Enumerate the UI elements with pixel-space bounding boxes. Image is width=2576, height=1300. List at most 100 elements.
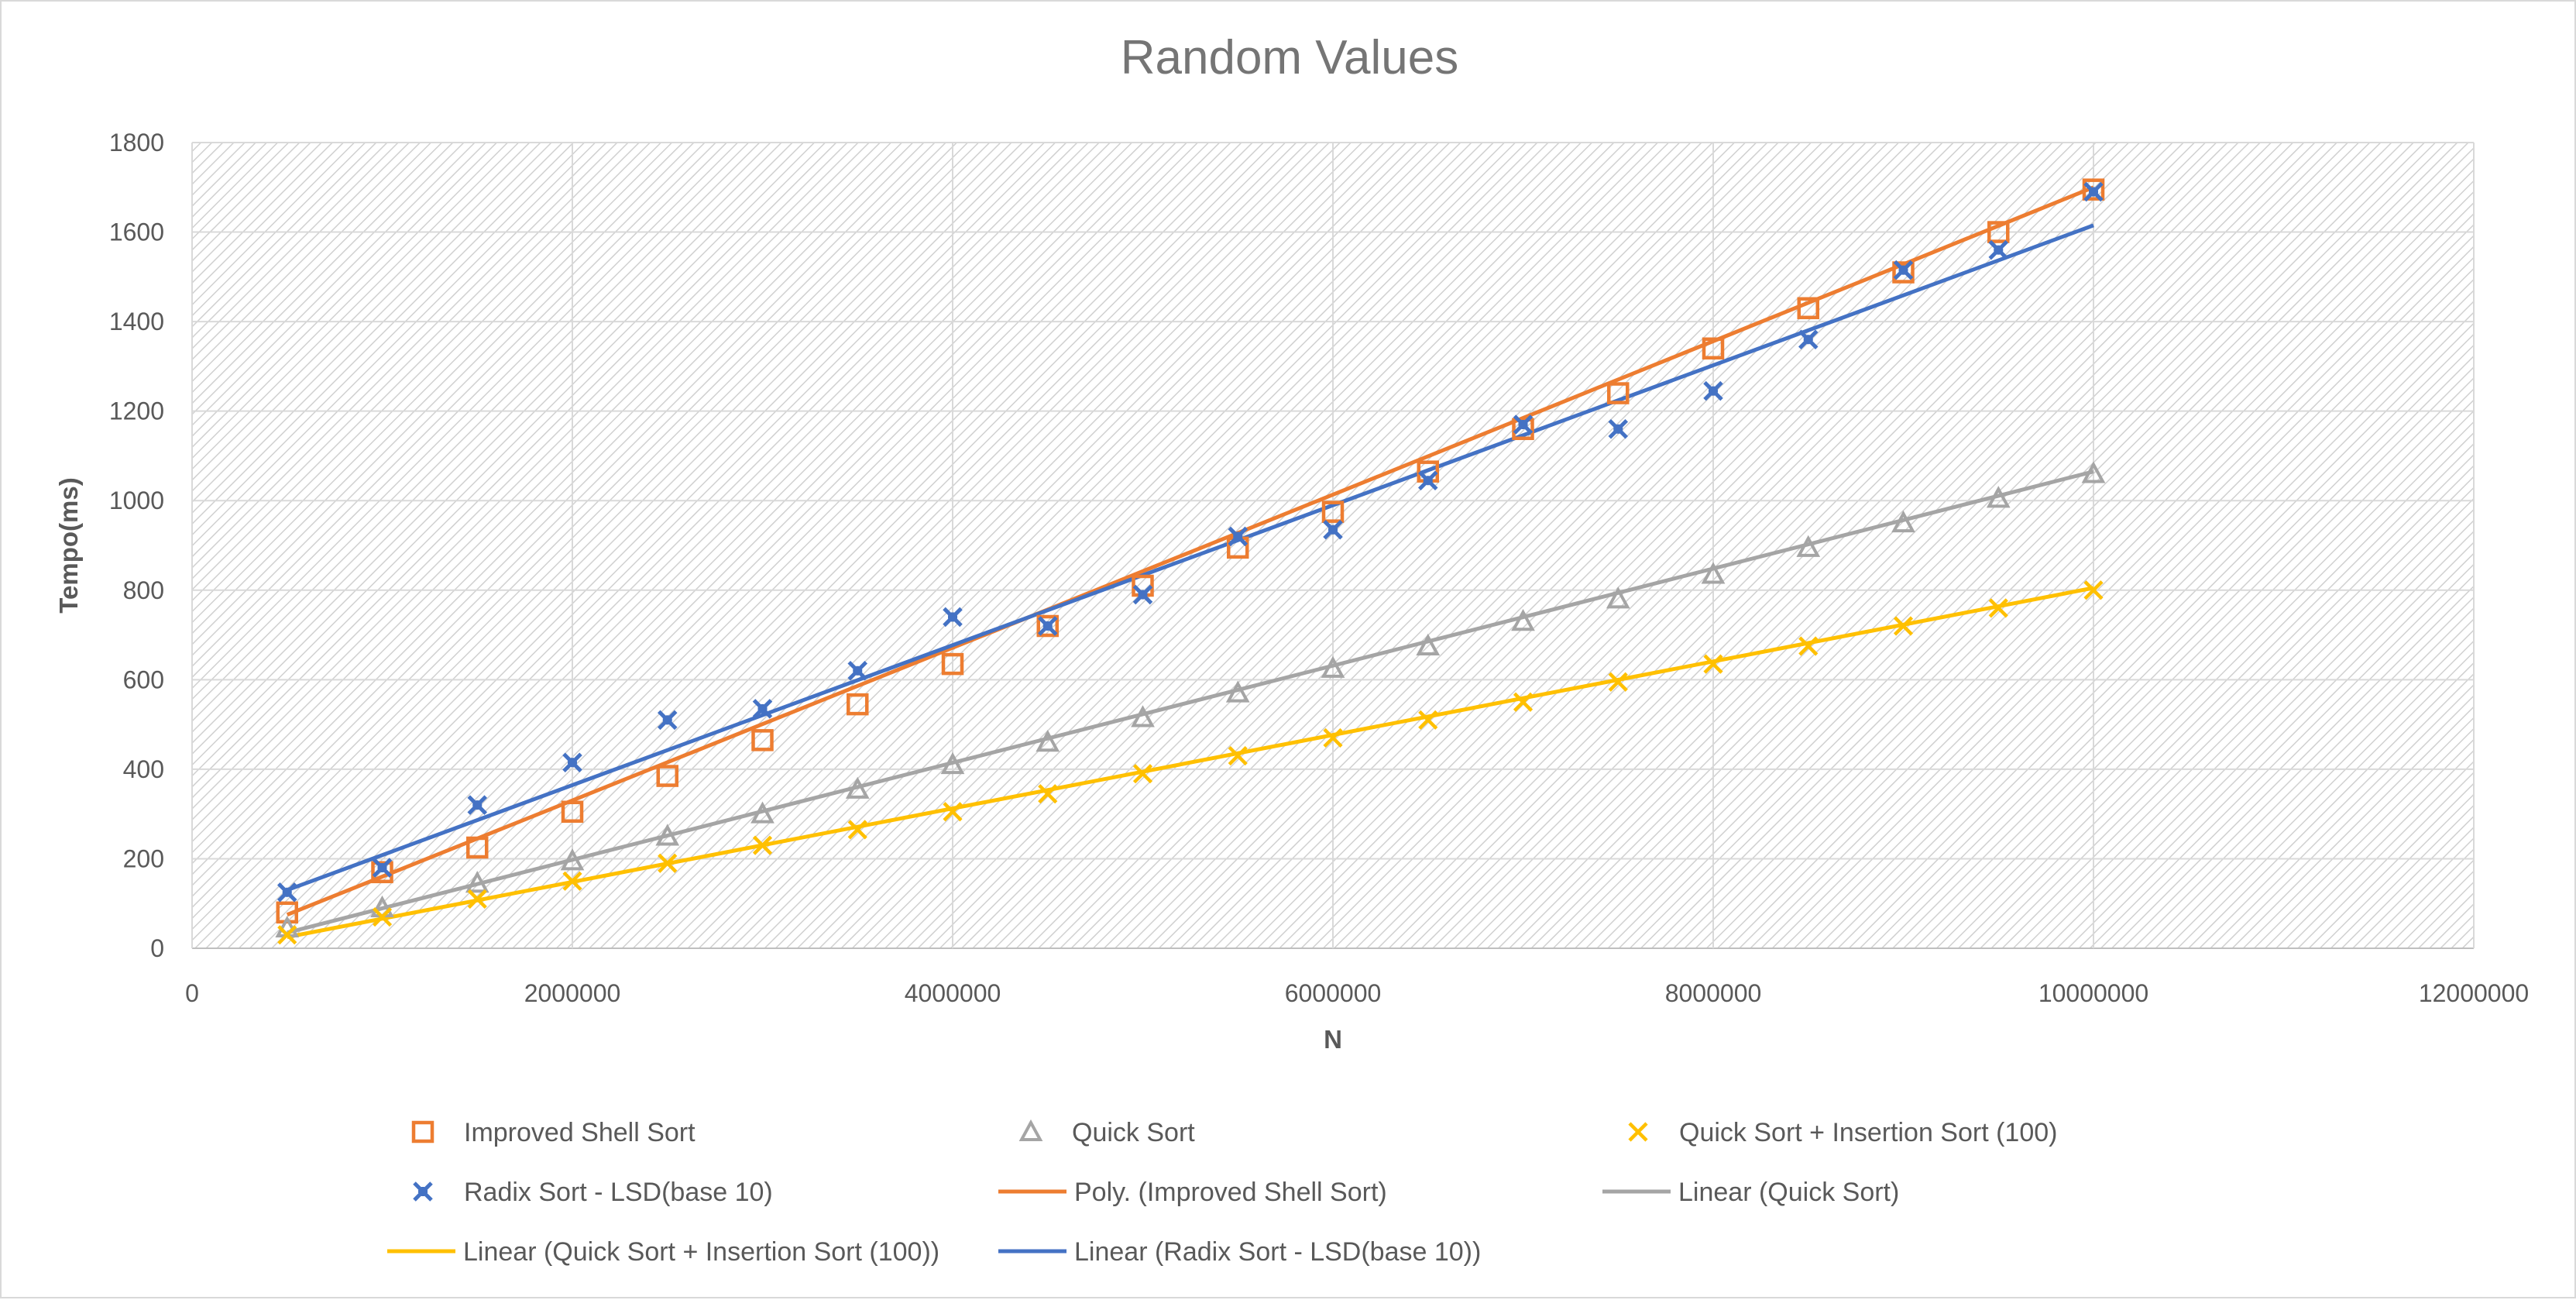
data-point-improved-shell-sort	[751, 729, 774, 751]
y-axis-title: Tempo(ms)	[54, 477, 83, 613]
data-point-improved-shell-sort	[1512, 418, 1534, 441]
data-point-quick-sort-insertion-sort-100	[277, 925, 297, 945]
legend-label: Radix Sort - LSD(base 10)	[464, 1178, 773, 1207]
y-axis-ticks: 0 200 400 600 800 1000 1200 1400 1600 1800	[109, 129, 164, 962]
data-point-quick-sort-insertion-sort-100	[847, 820, 867, 840]
data-point-quick-sort	[1796, 535, 1821, 557]
y-tick-label: 1000	[109, 487, 164, 514]
data-point-improved-shell-sort	[466, 836, 489, 859]
legend-label: Quick Sort + Insertion Sort (100)	[1679, 1118, 2057, 1147]
x-axis-ticks: 0 2000000 4000000 6000000 8000000 10000000 120…	[185, 979, 2529, 1007]
x-tick-label: 12000000	[2419, 979, 2529, 1007]
data-point-radix-sort-lsd-base-10	[1228, 526, 1249, 547]
legend-item-improved-shell-sort: Improved Shell Sort	[411, 1118, 696, 1147]
data-point-quick-sort	[1701, 562, 1726, 584]
data-point-quick-sort-insertion-sort-100	[2083, 580, 2104, 600]
data-point-quick-sort-insertion-sort-100	[1418, 710, 1438, 730]
y-tick-label: 800	[123, 576, 164, 604]
legend-symbol-quick-sort	[1018, 1119, 1043, 1141]
data-point-radix-sort-lsd-base-10	[847, 661, 868, 681]
y-tick-label: 0	[150, 934, 164, 962]
data-point-quick-sort	[1891, 510, 1915, 533]
x-tick-label: 2000000	[524, 979, 621, 1007]
x-tick-label: 6000000	[1285, 979, 1382, 1007]
legend-symbol-improved-shell-sort	[411, 1120, 434, 1144]
legend-item-linear-radix-sort-lsd-base-10: Linear (Radix Sort - LSD(base 10))	[998, 1237, 1481, 1267]
data-point-quick-sort-insertion-sort-100	[1703, 654, 1723, 674]
legend-item-poly-improved-shell-sort: Poly. (Improved Shell Sort)	[998, 1178, 1387, 1207]
trendlines	[286, 185, 2094, 940]
data-point-improved-shell-sort	[1892, 261, 1915, 284]
x-tick-label: 4000000	[905, 979, 1001, 1007]
y-tick-label: 1200	[109, 397, 164, 425]
data-point-quick-sort	[655, 824, 680, 846]
y-tick-label: 1800	[109, 129, 164, 156]
data-point-improved-shell-sort	[656, 765, 678, 787]
legend-label: Linear (Radix Sort - LSD(base 10))	[1074, 1237, 1481, 1267]
data-point-quick-sort	[2081, 461, 2106, 483]
data-point-improved-shell-sort	[847, 693, 869, 716]
legend-item-linear-quick-sort: Linear (Quick Sort)	[1602, 1178, 1899, 1207]
data-point-quick-sort	[750, 801, 775, 824]
data-point-quick-sort	[1321, 655, 1345, 678]
data-point-quick-sort-insertion-sort-100	[372, 906, 393, 927]
data-point-radix-sort-lsd-base-10	[657, 710, 678, 731]
data-point-improved-shell-sort	[1036, 614, 1059, 638]
legend-label: Linear (Quick Sort + Insertion Sort (100…	[463, 1237, 939, 1267]
data-point-quick-sort	[560, 848, 585, 871]
trendline-linear-quick-sort-insertion-sort-100	[287, 586, 2094, 940]
x-tick-label: 8000000	[1665, 979, 1762, 1007]
data-point-quick-sort-insertion-sort-100	[1893, 616, 1914, 636]
data-point-quick-sort	[1511, 609, 1535, 631]
data-point-improved-shell-sort	[371, 861, 393, 884]
data-point-quick-sort-insertion-sort-100	[658, 853, 678, 873]
data-point-quick-sort	[1416, 633, 1441, 655]
legend-label: Linear (Quick Sort)	[1678, 1178, 1899, 1207]
x-axis-title: N	[1324, 1025, 1342, 1054]
data-point-improved-shell-sort	[1797, 297, 1819, 320]
y-tick-label: 600	[123, 665, 164, 693]
data-point-radix-sort-lsd-base-10	[1513, 414, 1534, 435]
data-point-quick-sort-insertion-sort-100	[1798, 636, 1819, 656]
data-point-radix-sort-lsd-base-10	[1608, 419, 1629, 439]
data-point-quick-sort	[465, 871, 489, 893]
y-tick-label: 200	[123, 844, 164, 872]
legend-item-radix-sort-lsd-base-10: Radix Sort - LSD(base 10)	[413, 1178, 773, 1207]
x-tick-label: 10000000	[2038, 979, 2148, 1007]
x-tick-label: 0	[185, 979, 199, 1007]
legend-symbol-quick-sort-insertion-sort-100	[1628, 1122, 1648, 1142]
data-markers	[275, 178, 2106, 945]
data-point-quick-sort-insertion-sort-100	[943, 802, 963, 822]
legend-item-linear-quick-sort-insertion-sort-100: Linear (Quick Sort + Insertion Sort (100…	[387, 1237, 939, 1267]
legend-label: Poly. (Improved Shell Sort)	[1074, 1178, 1387, 1207]
data-point-improved-shell-sort	[1702, 337, 1725, 360]
data-point-radix-sort-lsd-base-10	[1132, 584, 1153, 605]
data-point-quick-sort-insertion-sort-100	[467, 889, 487, 910]
chart-title: Random Values	[1121, 31, 1459, 84]
data-point-radix-sort-lsd-base-10	[1037, 616, 1058, 636]
data-point-radix-sort-lsd-base-10	[1893, 260, 1914, 280]
data-point-quick-sort	[1986, 486, 2011, 508]
data-point-improved-shell-sort	[561, 800, 584, 824]
data-point-quick-sort-insertion-sort-100	[1513, 692, 1534, 712]
data-point-improved-shell-sort	[941, 652, 964, 676]
data-point-radix-sort-lsd-base-10	[562, 752, 582, 772]
data-point-quick-sort-insertion-sort-100	[1323, 727, 1343, 748]
data-point-radix-sort-lsd-base-10	[1988, 239, 2009, 260]
data-point-radix-sort-lsd-base-10	[276, 882, 297, 903]
legend-label: Quick Sort	[1072, 1118, 1195, 1147]
data-point-quick-sort	[845, 776, 870, 799]
trendline-linear-quick-sort	[287, 469, 2094, 935]
y-tick-label: 1600	[109, 218, 164, 246]
y-tick-label: 400	[123, 755, 164, 783]
data-point-radix-sort-lsd-base-10	[1798, 329, 1819, 349]
trendline-linear-radix-sort-lsd-base-10	[286, 223, 2094, 892]
data-point-radix-sort-lsd-base-10	[467, 795, 488, 815]
data-point-quick-sort-insertion-sort-100	[1132, 764, 1153, 784]
data-point-quick-sort-insertion-sort-100	[1038, 784, 1058, 804]
y-tick-label: 1400	[109, 308, 164, 335]
data-point-quick-sort-insertion-sort-100	[1608, 672, 1628, 692]
data-point-quick-sort	[1606, 586, 1630, 609]
